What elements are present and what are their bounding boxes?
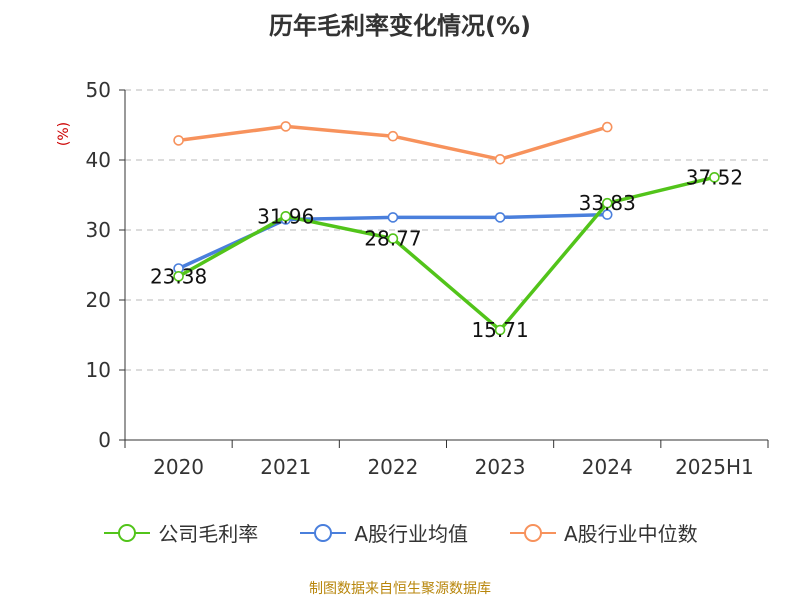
series-line-0 (177, 175, 715, 332)
x-tick-label-2023: 2023 (475, 455, 526, 479)
chart-title: 历年毛利率变化情况(%) (269, 12, 531, 40)
series-2 (173, 121, 613, 165)
x-tick-label-2021: 2021 (260, 455, 311, 479)
data-point-2-1 (280, 121, 292, 132)
legend-swatch-marker (118, 523, 137, 542)
y-tick-label-30: 30 (86, 218, 111, 242)
data-point-0-3 (494, 324, 506, 336)
data-point-2-0 (173, 135, 184, 146)
y-tick-label-50: 50 (86, 78, 111, 102)
x-tick-label-2025H1: 2025H1 (675, 455, 754, 479)
data-point-0-0 (173, 271, 184, 282)
data-point-1-4 (601, 209, 613, 220)
y-tick-label-10: 10 (86, 358, 111, 382)
data-label-1: 31.96 (257, 204, 314, 228)
legend: 公司毛利率 A股行业均值 A股行业中位数 (0, 518, 800, 547)
x-tick-label-2020: 2020 (153, 455, 204, 479)
data-labels: 23.38 31.96 28.77 15.71 33.83 37.52 (150, 165, 743, 342)
data-point-2-3 (494, 154, 506, 165)
data-point-1-3 (494, 212, 506, 223)
series-lines (173, 121, 720, 336)
data-label-5: 37.52 (686, 165, 743, 189)
grid-lines (125, 89, 768, 371)
data-label-3: 15.71 (471, 318, 528, 342)
line-chart: 0 10 20 30 40 50 2020 2021 2022 2023 2024 2025H1 23… (86, 78, 769, 479)
data-point-0-2 (387, 233, 399, 244)
data-point-2-4 (601, 121, 613, 133)
y-tick-label-0: 0 (98, 428, 111, 452)
x-tick-label-2024: 2024 (582, 455, 633, 479)
data-point-0-4 (601, 197, 613, 209)
legend-item-2[interactable]: A股行业中位数 (508, 518, 698, 547)
series-0 (173, 172, 720, 336)
axes: 0 10 20 30 40 50 2020 2021 2022 2023 2024 2025H1 (86, 78, 769, 479)
data-label-0: 23.38 (150, 264, 207, 288)
data-point-0-1 (280, 210, 292, 222)
source-note: 制图数据来自恒生聚源数据库 (309, 581, 491, 597)
data-point-1-2 (387, 212, 399, 223)
y-tick-label-20: 20 (86, 288, 111, 312)
legend-swatch-icon (104, 523, 151, 542)
legend-swatch-marker (314, 523, 333, 542)
data-point-2-2 (387, 130, 399, 142)
legend-swatch-icon (300, 523, 347, 542)
data-label-4: 33.83 (579, 191, 636, 215)
data-point-0-5 (709, 172, 720, 183)
legend-swatch-icon (510, 523, 556, 542)
x-tick-label-2022: 2022 (367, 455, 418, 479)
legend-label: 公司毛利率 (158, 522, 259, 546)
data-label-2: 28.77 (364, 227, 421, 251)
legend-label: A股行业中位数 (564, 522, 698, 546)
y-tick-label-40: 40 (86, 148, 111, 172)
legend-item-0[interactable]: 公司毛利率 (102, 518, 258, 547)
legend-label: A股行业均值 (354, 522, 468, 546)
legend-item-1[interactable]: A股行业均值 (298, 518, 468, 547)
legend-swatch-marker (524, 523, 542, 542)
